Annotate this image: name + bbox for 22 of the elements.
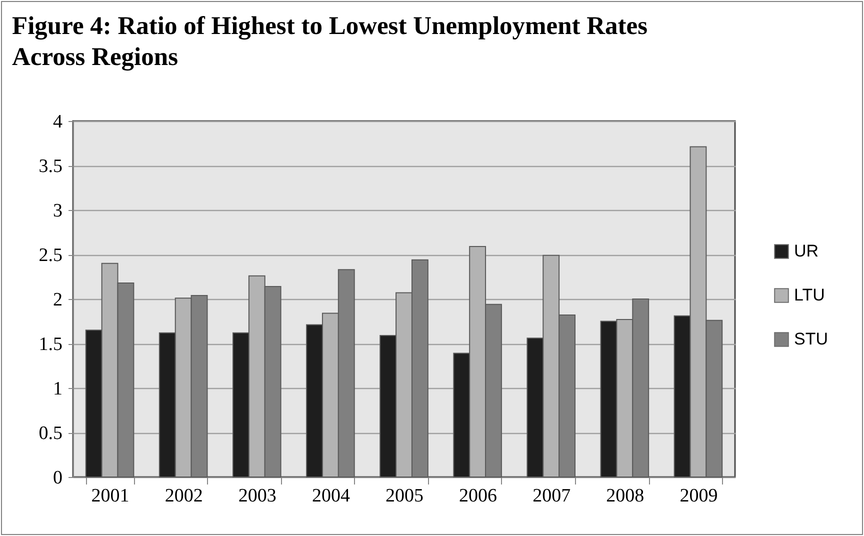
- y-tick-label: 1.5: [38, 334, 62, 355]
- y-tick-label: 0: [53, 468, 62, 488]
- y-tick-label: 3: [53, 200, 62, 222]
- y-tick-label: 1: [53, 378, 62, 400]
- x-tick-label: 2005: [386, 486, 424, 506]
- y-tick-label: 2: [53, 290, 62, 310]
- chart-title: Figure 4: Ratio of Highest to Lowest Unemployment Rates Across Regions: [12, 10, 649, 72]
- x-tick-label: 2003: [238, 486, 276, 506]
- x-tick-label: 2006: [459, 486, 498, 506]
- y-tick-label: 3.5: [38, 156, 62, 177]
- x-tick-label: 2008: [606, 486, 644, 506]
- y-tick-label: 2.5: [38, 245, 62, 266]
- x-tick-label: 2007: [532, 486, 571, 506]
- y-tick-label: 0.5: [38, 423, 62, 444]
- x-tick-label: 2004: [312, 486, 350, 506]
- x-tick-label: 2009: [680, 486, 718, 506]
- y-tick-label: 4: [53, 112, 63, 132]
- legend-label: STU: [794, 330, 828, 348]
- legend-label: UR: [794, 242, 819, 260]
- x-tick-label: 2001: [91, 486, 130, 506]
- legend-label: LTU: [794, 286, 825, 304]
- x-tick-label: 2002: [164, 486, 203, 506]
